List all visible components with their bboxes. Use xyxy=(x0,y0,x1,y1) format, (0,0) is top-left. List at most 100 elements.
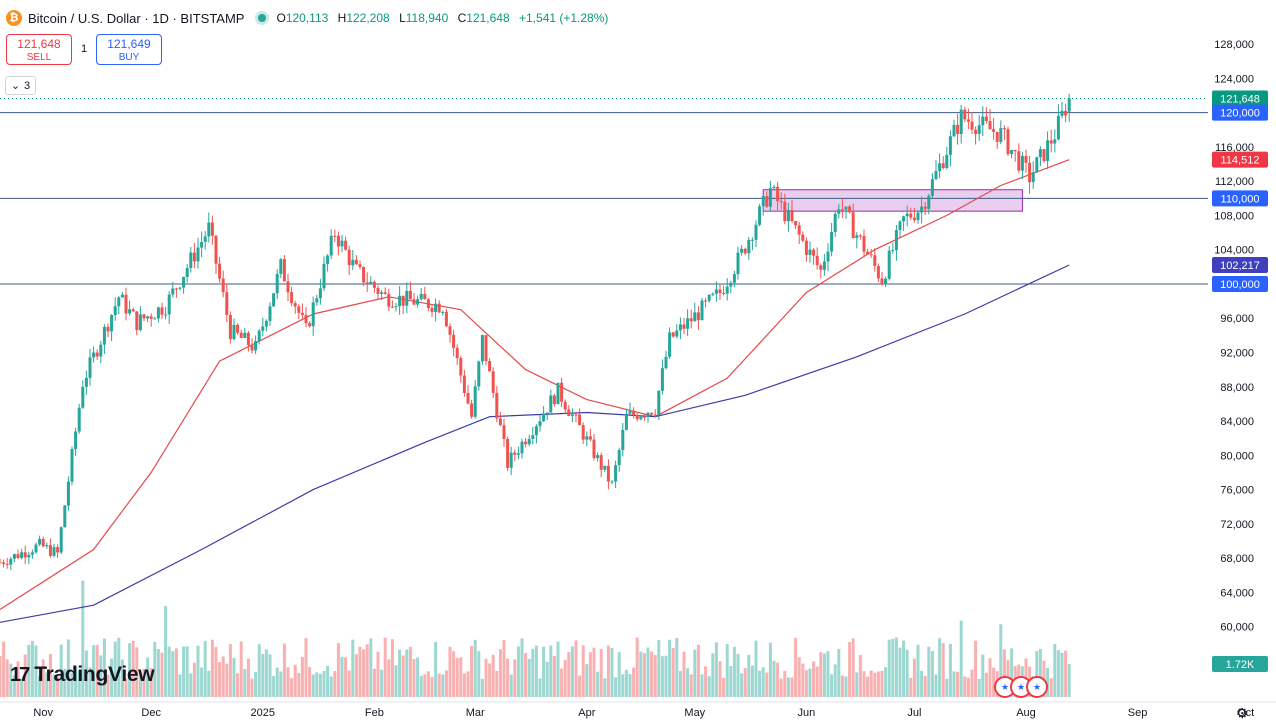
candle-body xyxy=(264,320,268,327)
volume-bar xyxy=(358,646,362,697)
volume-bar xyxy=(930,651,934,697)
volume-bar xyxy=(916,644,920,697)
volume-bar xyxy=(160,652,164,697)
sell-price: 121,648 xyxy=(17,37,61,51)
candle-body xyxy=(398,295,402,307)
volume-bar xyxy=(405,649,409,697)
volume-bar xyxy=(858,655,862,697)
volume-bar xyxy=(704,666,708,697)
volume-bar xyxy=(124,678,128,697)
volume-bar xyxy=(502,640,506,697)
price-tag-ma50 xyxy=(1212,151,1268,168)
candle-body xyxy=(837,209,841,214)
volume-bar xyxy=(578,675,582,697)
volume-bar xyxy=(498,649,502,697)
volume-bar xyxy=(718,661,722,697)
candle-body xyxy=(1006,129,1010,155)
time-tick-label: Jul xyxy=(907,707,921,719)
tradingview-logo[interactable]: 17 TradingView xyxy=(10,663,155,687)
candle-body xyxy=(110,315,114,332)
candle-body xyxy=(239,332,243,338)
volume-bar xyxy=(866,676,870,697)
candle-body xyxy=(423,293,427,300)
candle-body xyxy=(693,312,697,322)
candle-body xyxy=(473,386,477,417)
volume-bar xyxy=(624,669,628,697)
volume-bar xyxy=(801,663,805,697)
volume-bar xyxy=(92,645,96,697)
candle-body xyxy=(405,290,409,306)
symbol-title[interactable]: Bitcoin / U.S. Dollar · 1D · BITSTAMP xyxy=(28,10,245,26)
candle-body xyxy=(1049,140,1053,144)
price-tick-label: 112,000 xyxy=(1215,176,1254,188)
volume-bar xyxy=(106,674,110,697)
candle-body xyxy=(2,562,6,565)
volume-bar xyxy=(354,654,358,697)
volume-bar xyxy=(45,672,49,697)
volume-bar xyxy=(286,667,290,697)
volume-bar xyxy=(840,675,844,697)
candle-body xyxy=(826,251,830,262)
volume-bar xyxy=(632,667,636,697)
candle-body xyxy=(794,221,798,226)
sell-button[interactable]: 121,648 SELL xyxy=(6,34,72,65)
candle-body xyxy=(848,206,852,213)
candle-body xyxy=(376,287,380,294)
volume-bar xyxy=(308,667,312,697)
volume-bar xyxy=(59,644,63,697)
volume-bar xyxy=(509,674,513,697)
time-tick-label: Feb xyxy=(365,707,384,719)
tradingview-logo-icon: 17 xyxy=(10,663,30,686)
economic-events[interactable]: ★ ★ ★ xyxy=(994,676,1048,698)
price-tick-label: 96,000 xyxy=(1220,313,1254,325)
volume-bar xyxy=(614,677,618,697)
volume-bar xyxy=(164,606,168,697)
volume-bar xyxy=(542,646,546,697)
candle-body xyxy=(448,326,452,335)
candle-body xyxy=(0,562,2,564)
candle-body xyxy=(509,452,513,468)
candle-body xyxy=(855,235,859,239)
candle-body xyxy=(257,330,261,342)
candle-body xyxy=(844,206,848,210)
volume-bar xyxy=(945,678,949,697)
candle-body xyxy=(549,395,553,413)
candle-body xyxy=(272,293,276,307)
candle-body xyxy=(369,281,373,284)
volume-bar xyxy=(545,661,549,697)
candle-body xyxy=(772,186,776,189)
volume-bar xyxy=(362,649,366,697)
us-flag-icon[interactable]: ★ xyxy=(1026,676,1048,698)
candle-body xyxy=(992,129,996,132)
candle-body xyxy=(56,547,60,553)
symbol-header[interactable]: ₿ Bitcoin / U.S. Dollar · 1D · BITSTAMP … xyxy=(6,8,614,28)
volume-bar xyxy=(419,675,423,697)
indicators-toggle-button[interactable]: ⌄ 3 xyxy=(5,76,36,95)
candle-body xyxy=(830,231,834,252)
volume-bar xyxy=(189,673,193,697)
volume-bar xyxy=(167,646,171,697)
volume-bar xyxy=(88,667,92,697)
volume-bar xyxy=(884,667,888,697)
candle-body xyxy=(189,252,193,269)
candle-body xyxy=(736,252,740,275)
settings-gear-icon[interactable]: ⚙ xyxy=(1236,705,1249,721)
candle-body xyxy=(927,195,931,209)
buy-button[interactable]: 121,649 BUY xyxy=(96,34,162,65)
candle-body xyxy=(142,314,146,319)
volume-bar xyxy=(182,646,186,697)
volume-bar xyxy=(830,674,834,697)
volume-bar xyxy=(506,658,510,697)
candle-body xyxy=(840,209,844,211)
candle-body xyxy=(88,357,92,378)
candle-body xyxy=(909,213,913,218)
volume-bar xyxy=(765,672,769,697)
candle-body xyxy=(538,421,542,427)
candle-body xyxy=(200,241,204,248)
volume-bar xyxy=(448,646,452,697)
volume-bar xyxy=(628,674,632,697)
volume-bar xyxy=(819,652,823,697)
volume-bar xyxy=(675,637,679,697)
volume-bar xyxy=(174,648,178,697)
